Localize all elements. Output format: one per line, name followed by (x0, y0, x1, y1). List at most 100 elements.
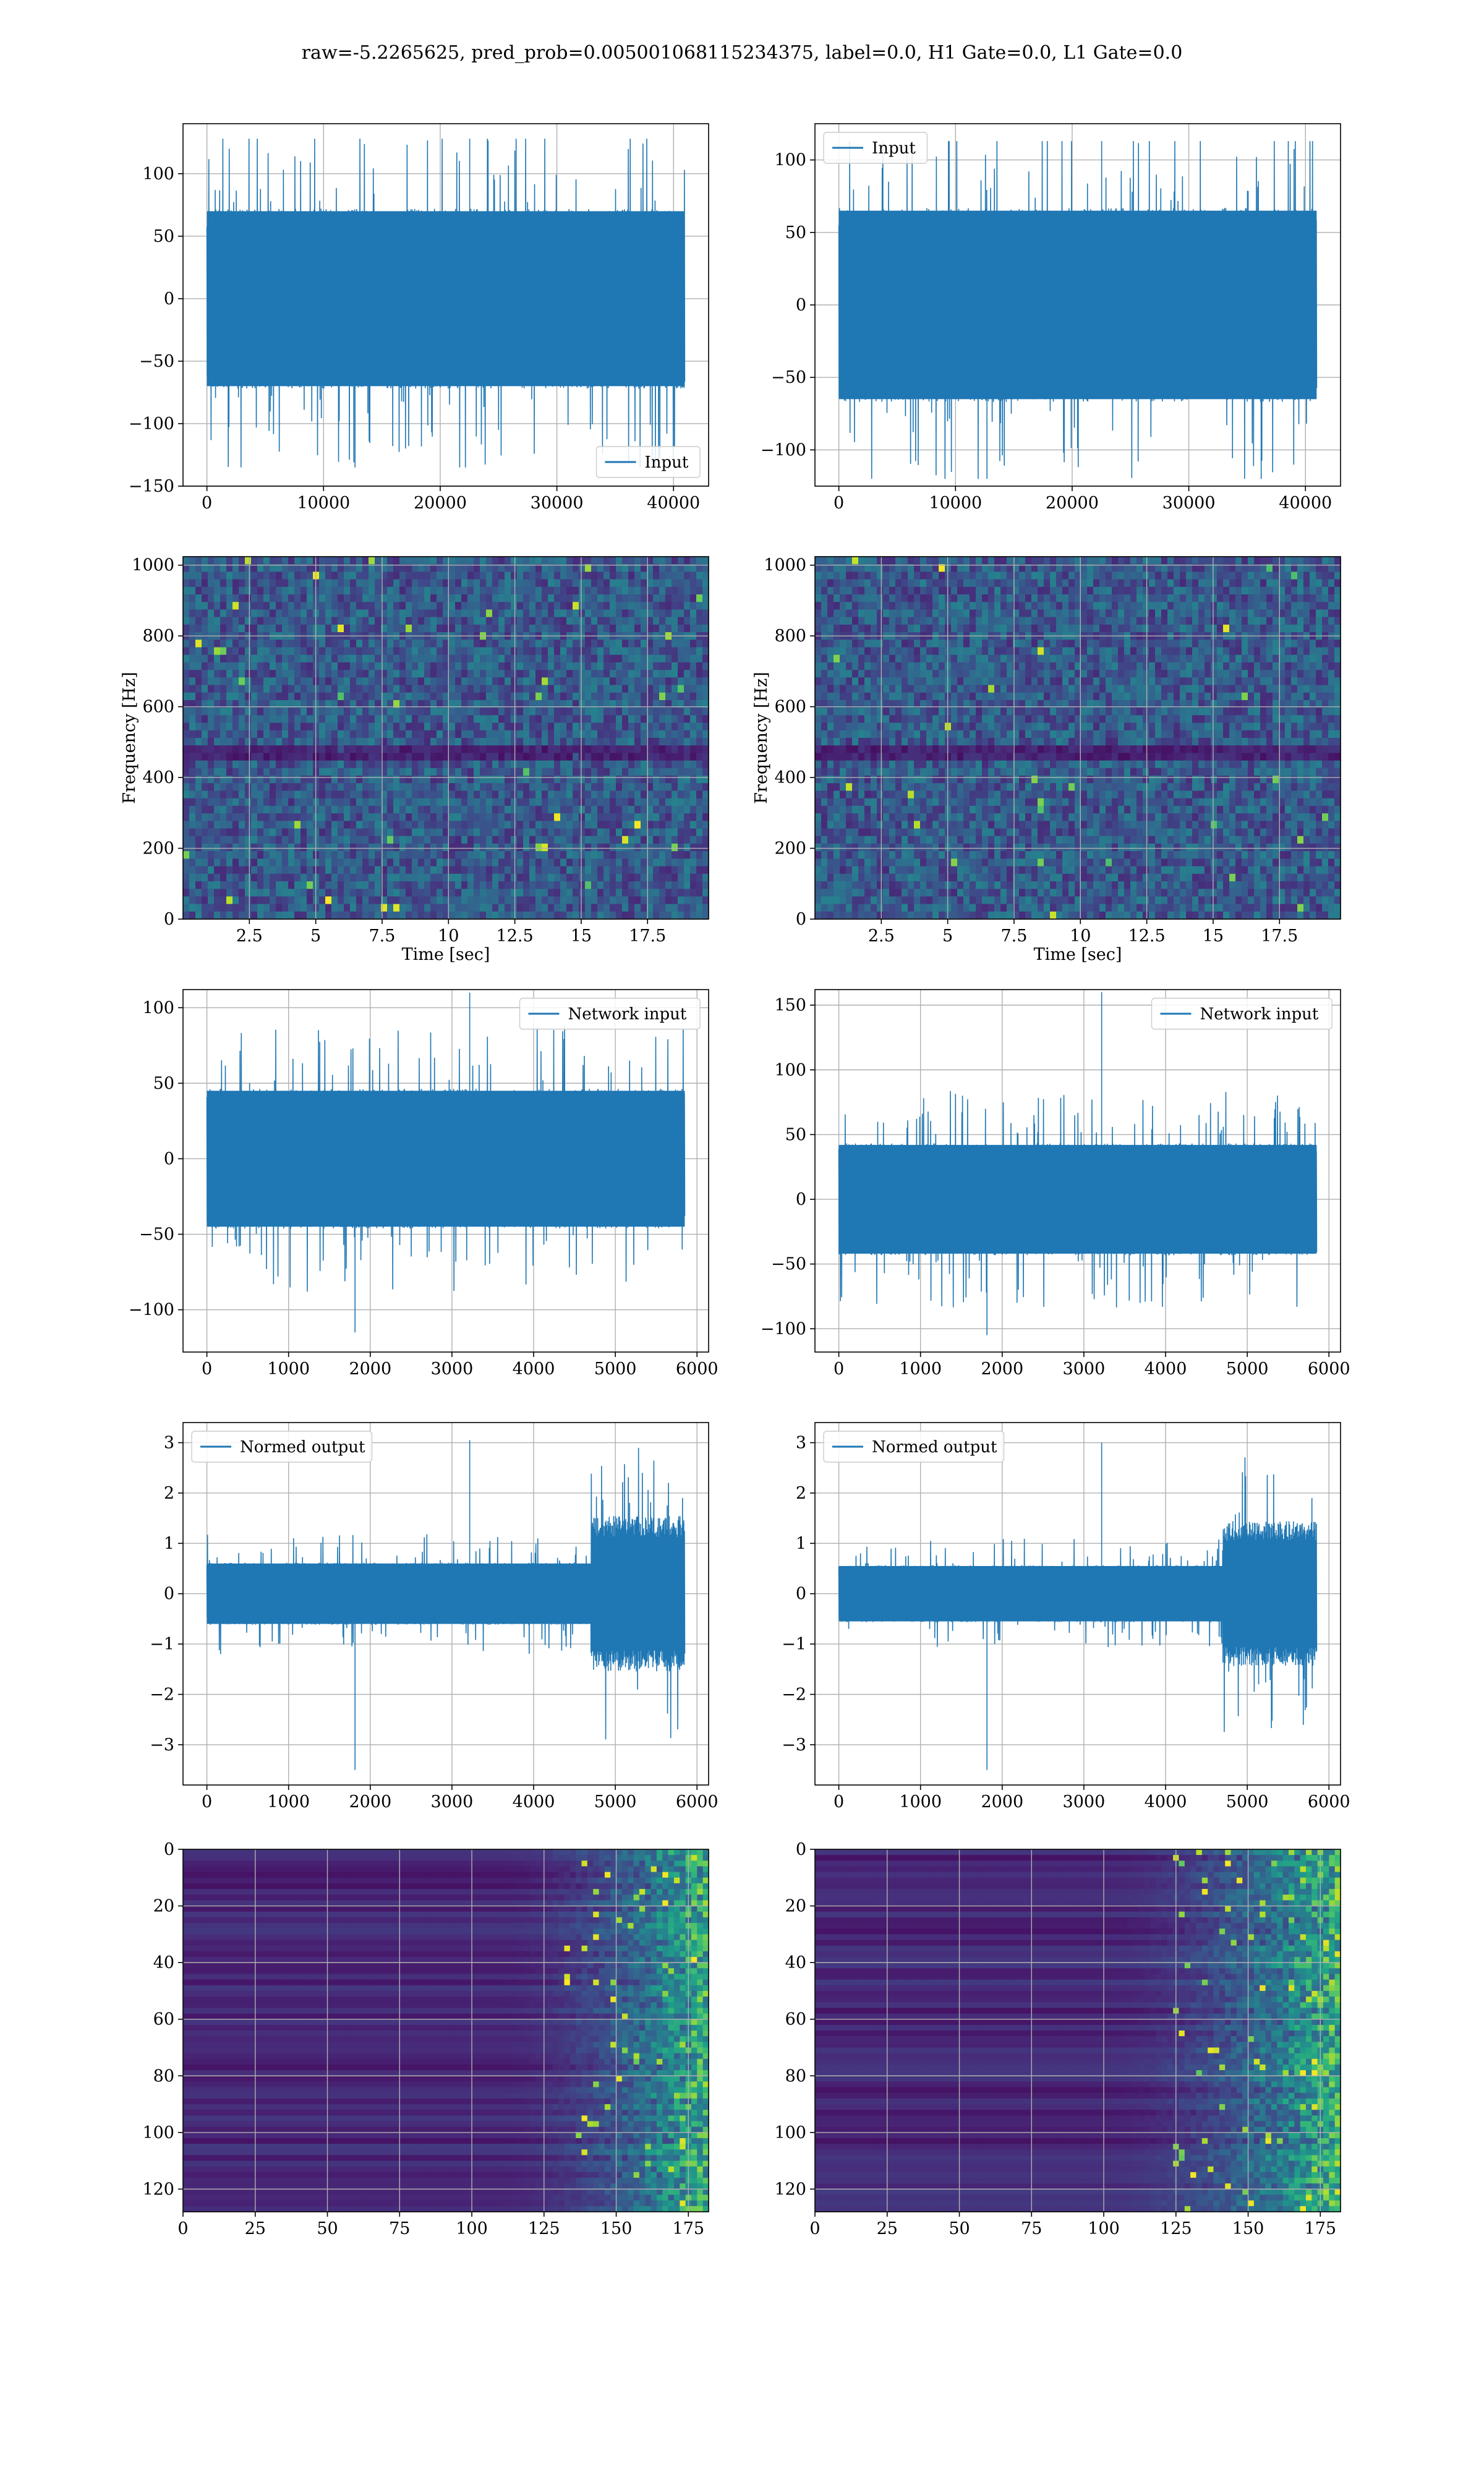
legend-label: Normed output (872, 1438, 997, 1457)
l1-feature-map-panel: 0 25 50 75 100 125 150 175 0 20 40 60 80 100 120 (774, 1840, 1341, 2238)
x-tick-label: 40000 (1279, 494, 1332, 513)
legend: Normed output (823, 1431, 1005, 1463)
y-tick-label: 0 (164, 1585, 174, 1604)
y-tick-label: 0 (796, 296, 806, 315)
tick-labels: 0 25 50 75 100 125 150 175 0 20 40 60 80 100 120 (774, 1840, 1336, 2238)
x-tick-label: 25 (877, 2219, 898, 2238)
x-tick-label: 15 (571, 927, 592, 946)
y-tick-label: 0 (796, 1190, 806, 1209)
x-tick-label: 0 (202, 1359, 212, 1379)
legend-label: Network input (1200, 1005, 1319, 1024)
x-tick-label: 0 (834, 1359, 844, 1379)
y-tick-label: −50 (139, 1225, 174, 1244)
legend: Network input (1151, 998, 1333, 1030)
x-tick-label: 6000 (676, 1359, 719, 1379)
y-tick-label: 0 (796, 1585, 806, 1604)
x-tick-label: 10000 (297, 494, 350, 513)
tick-labels: 2.5 5 7.5 10 12.5 15 17.5 0 200 400 600 800 1000 (764, 556, 1298, 946)
x-tick-label: 3000 (431, 1359, 474, 1379)
y-tick-label: 3 (164, 1434, 174, 1453)
x-tick-label: 50 (317, 2219, 338, 2238)
h1-network-input-panel: 0 1000 2000 3000 4000 5000 6000 −100 −50 0 50 100 Ne… (129, 989, 719, 1379)
x-tick-label: 2.5 (236, 927, 263, 946)
heatmap-cells (815, 1849, 1341, 2212)
y-tick-label: 20 (153, 1897, 174, 1916)
legend-label: Network input (568, 1005, 687, 1024)
x-tick-label: 2000 (981, 1792, 1023, 1812)
l1-input-panel: 0 10000 20000 30000 40000 −100 −50 0 50 100 Input (761, 123, 1341, 513)
h1-normed-output-panel: 0 1000 2000 3000 4000 5000 6000 −3 −2 −1 0 1 2 3 Norme… (150, 1422, 719, 1812)
y-tick-label: −100 (761, 1319, 806, 1338)
y-tick-label: −100 (129, 1301, 174, 1320)
x-tick-label: 5 (942, 927, 953, 946)
x-tick-label: 0 (834, 494, 844, 513)
x-tick-label: 25 (245, 2219, 266, 2238)
legend: Input (595, 446, 701, 478)
tick-labels: 0 10000 20000 30000 40000 −100 −50 0 50 100 (761, 151, 1332, 513)
x-tick-label: 125 (528, 2219, 560, 2238)
y-tick-label: 40 (153, 1953, 174, 1972)
y-tick-label: 60 (785, 2010, 806, 2029)
y-tick-label: −1 (782, 1635, 806, 1654)
y-tick-label: −50 (139, 352, 174, 371)
x-tick-label: 2.5 (868, 927, 895, 946)
y-tick-label: 100 (774, 151, 806, 170)
tick-labels: 0 25 50 75 100 125 150 175 0 20 40 60 80 100 120 (142, 1840, 704, 2238)
y-tick-label: −100 (761, 440, 806, 460)
x-tick-label: 17.5 (629, 927, 666, 946)
tick-labels: 2.5 5 7.5 10 12.5 15 17.5 0 200 400 600 800 1000 (132, 556, 666, 946)
x-tick-label: 0 (834, 1792, 844, 1812)
y-tick-label: −50 (771, 1255, 806, 1274)
y-tick-label: 40 (785, 1953, 806, 1972)
x-tick-label: 1000 (899, 1359, 942, 1379)
y-tick-label: 600 (142, 698, 174, 717)
series-band (838, 1145, 1317, 1254)
x-tick-label: 5000 (594, 1792, 637, 1812)
tick-labels: 0 10000 20000 30000 40000 −150 −100 −50 0 50 100 (129, 165, 700, 513)
series-band (838, 210, 1317, 400)
x-tick-label: 1000 (267, 1792, 310, 1812)
y-tick-label: 2 (164, 1484, 174, 1503)
y-tick-label: −3 (782, 1736, 806, 1755)
axes-frame (814, 556, 1341, 920)
y-tick-label: 400 (774, 768, 806, 787)
y-tick-label: 0 (164, 289, 174, 309)
y-tick-label: 100 (142, 2123, 174, 2142)
l1-spectrogram-panel: 2.5 5 7.5 10 12.5 15 17.5 0 200 400 600 800 1000 Time… (752, 556, 1341, 964)
x-tick-label: 12.5 (497, 927, 534, 946)
l1-network-input-panel: 0 1000 2000 3000 4000 5000 6000 −100 −50 0 50 100 15… (761, 989, 1350, 1379)
y-tick-label: 1 (164, 1534, 174, 1553)
y-tick-label: −2 (150, 1685, 174, 1705)
x-tick-label: 5000 (1226, 1359, 1269, 1379)
x-tick-label: 75 (389, 2219, 410, 2238)
series-band-late (591, 1548, 685, 1639)
x-tick-label: 4000 (513, 1359, 555, 1379)
x-axis-label: Time [sec] (402, 945, 490, 964)
x-tick-label: 100 (1088, 2219, 1120, 2238)
legend: Input (823, 132, 928, 164)
x-tick-label: 2000 (349, 1359, 391, 1379)
y-tick-label: 1000 (764, 556, 806, 575)
y-tick-label: 0 (164, 1149, 174, 1168)
series-band-late (1222, 1551, 1317, 1637)
x-tick-label: 175 (1305, 2219, 1337, 2238)
x-tick-label: 50 (949, 2219, 970, 2238)
x-tick-label: 20000 (1046, 494, 1099, 513)
x-tick-label: 2000 (349, 1792, 391, 1812)
y-tick-label: 50 (785, 223, 806, 242)
y-tick-label: 0 (164, 1840, 174, 1859)
y-tick-label: 50 (153, 1074, 174, 1093)
y-axis-label: Frequency [Hz] (752, 672, 771, 803)
y-axis-label: Frequency [Hz] (120, 672, 139, 803)
tick-labels: 0 1000 2000 3000 4000 5000 6000 −100 −50 0 50 100 (129, 998, 719, 1379)
y-tick-label: 600 (774, 698, 806, 717)
y-tick-label: 100 (774, 1061, 806, 1080)
y-tick-label: 2 (796, 1484, 806, 1503)
x-tick-label: 20000 (414, 494, 467, 513)
x-tick-label: 0 (809, 2219, 820, 2238)
x-tick-label: 4000 (513, 1792, 555, 1812)
legend: Network input (519, 998, 701, 1030)
y-tick-label: 1000 (132, 556, 174, 575)
x-tick-label: 30000 (531, 494, 584, 513)
y-tick-label: 80 (153, 2066, 174, 2086)
